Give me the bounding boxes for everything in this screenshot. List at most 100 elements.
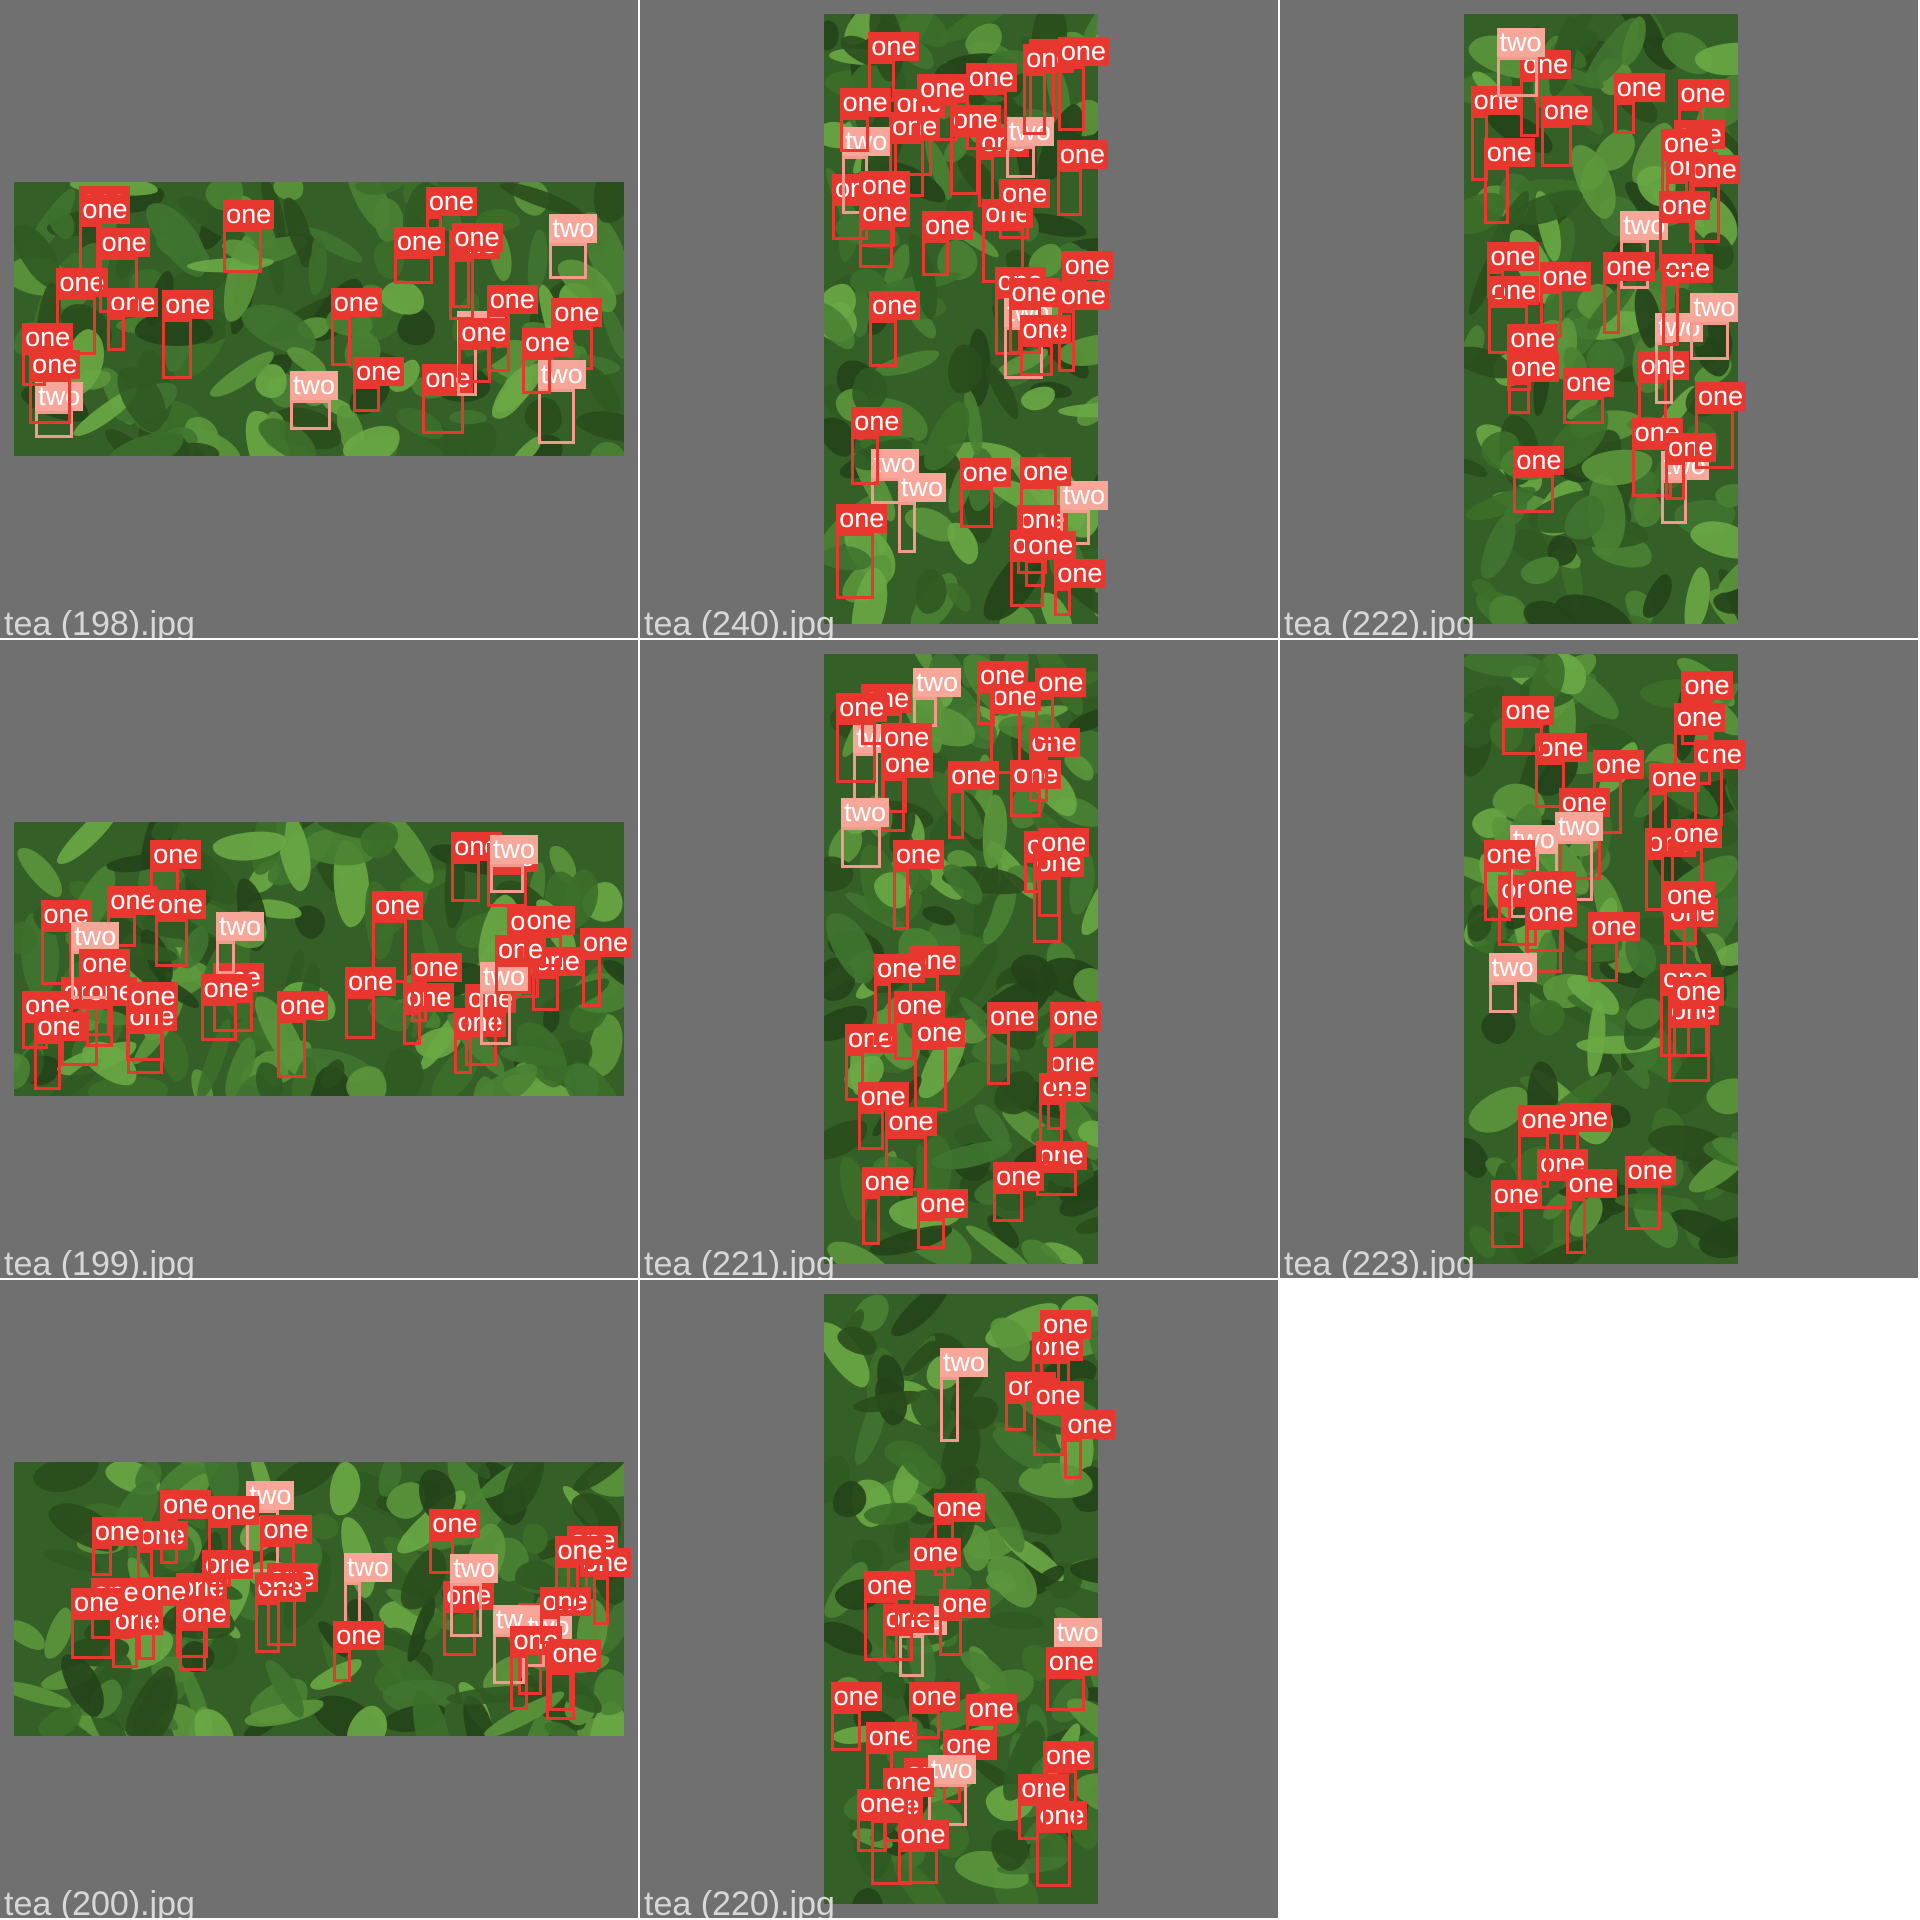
detection-label: one [910, 1537, 962, 1567]
detection-label: one [858, 170, 910, 200]
detection-label: two [35, 382, 84, 412]
detection-box [1040, 1339, 1061, 1381]
detection-label: two [489, 834, 538, 864]
detection-box [861, 1195, 881, 1246]
detection-label: one [79, 195, 131, 225]
detection-box [537, 388, 575, 445]
detection-label: one [939, 1589, 991, 1619]
detection-box [1540, 124, 1573, 167]
detection-label: one [1603, 252, 1655, 282]
detection-box [330, 316, 351, 366]
detection-label: one [372, 891, 424, 921]
detection-box [1695, 411, 1734, 470]
detection-box [410, 982, 427, 1023]
detection-label: one [1057, 36, 1109, 66]
detection-label: one [933, 1493, 985, 1523]
detection-label: one [836, 504, 888, 534]
detection-label: two [1488, 952, 1537, 982]
detection-box [208, 1524, 231, 1587]
detection-label: one [277, 990, 329, 1020]
detection-label: one [965, 63, 1017, 93]
detection-box [91, 1545, 113, 1576]
leaf-texture [849, 1885, 886, 1904]
detection-label: one [869, 291, 921, 321]
detection-label: one [839, 87, 891, 117]
detection-box [940, 1376, 960, 1443]
detection-box [1487, 271, 1505, 298]
detection-box [1648, 791, 1667, 855]
detection-box [454, 1037, 472, 1075]
detection-label: one [1488, 275, 1540, 305]
detection-label: one [917, 73, 969, 103]
detection-label: one [1673, 976, 1725, 1006]
detection-box [836, 722, 877, 783]
detection-label: one [922, 211, 974, 241]
detection-label: one [857, 1082, 909, 1112]
detection-label: one [883, 1767, 935, 1797]
detection-label: one [1658, 190, 1710, 220]
detection-label: one [859, 198, 911, 228]
detection-box [1664, 909, 1698, 945]
detection-label: one [98, 227, 150, 257]
detection-box [1665, 461, 1686, 500]
detection-box [836, 533, 874, 599]
detection-label: one [881, 723, 933, 753]
detection-label: one [549, 1639, 601, 1669]
detection-label: two [549, 213, 598, 243]
detection-label: one [913, 1017, 966, 1047]
detection-label: one [79, 949, 131, 979]
detection-label: one [986, 1002, 1039, 1032]
leaf-texture [1018, 383, 1059, 415]
detection-box [492, 1634, 526, 1685]
detection-label: one [1045, 1646, 1097, 1676]
leaf-texture [29, 1462, 103, 1500]
detection-box [844, 1052, 864, 1101]
detection-label: one [410, 953, 462, 983]
detection-box [917, 1218, 946, 1250]
detection-box [857, 1818, 887, 1853]
detection-box [71, 1616, 113, 1660]
detection-box [1023, 73, 1046, 135]
detection-label: one [1056, 140, 1108, 170]
detection-label: one [1513, 445, 1565, 475]
detection-box [1508, 381, 1530, 415]
detection-label: one [551, 297, 603, 327]
detection-label: one [1035, 668, 1087, 698]
detection-label: one [1613, 73, 1665, 103]
detection-box [1645, 856, 1665, 912]
detection-box [1513, 474, 1555, 514]
detection-box [451, 860, 480, 903]
detection-label: one [40, 899, 92, 929]
detection-label: one [138, 1576, 190, 1606]
detection-box [1057, 65, 1086, 131]
detection-label: two [1053, 1618, 1102, 1648]
detection-box [897, 501, 916, 553]
detection-label: one [486, 284, 538, 314]
detection-label: one [345, 966, 397, 996]
detection-label: one [1588, 912, 1640, 942]
detection-box [160, 1519, 179, 1565]
detection-box [422, 393, 464, 434]
detection-box [1658, 219, 1696, 273]
detection-box [999, 207, 1030, 239]
detection-label: two [1496, 27, 1545, 57]
detection-box [254, 1601, 280, 1654]
detection-box [138, 1605, 155, 1660]
grid-tile: oneoneoneonetwooneoneoneoneoneoneonetwot… [1280, 0, 1918, 638]
leaf-texture [1633, 492, 1662, 527]
detection-label: one [885, 1107, 937, 1137]
detection-box [1050, 1031, 1077, 1095]
detection-label: one [1010, 759, 1062, 789]
detection-label: one [254, 1572, 306, 1602]
detection-label: two [537, 359, 586, 389]
detection-box [908, 1710, 940, 1739]
detection-box [917, 102, 958, 142]
detection-box [977, 690, 996, 726]
detection-label: two [913, 668, 962, 698]
detection-label: one [1688, 155, 1740, 185]
detection-label: one [29, 350, 81, 380]
detection-label: one [523, 905, 575, 935]
detection-label: one [422, 364, 474, 394]
detection-box [260, 1543, 295, 1591]
detection-box [913, 1046, 947, 1112]
